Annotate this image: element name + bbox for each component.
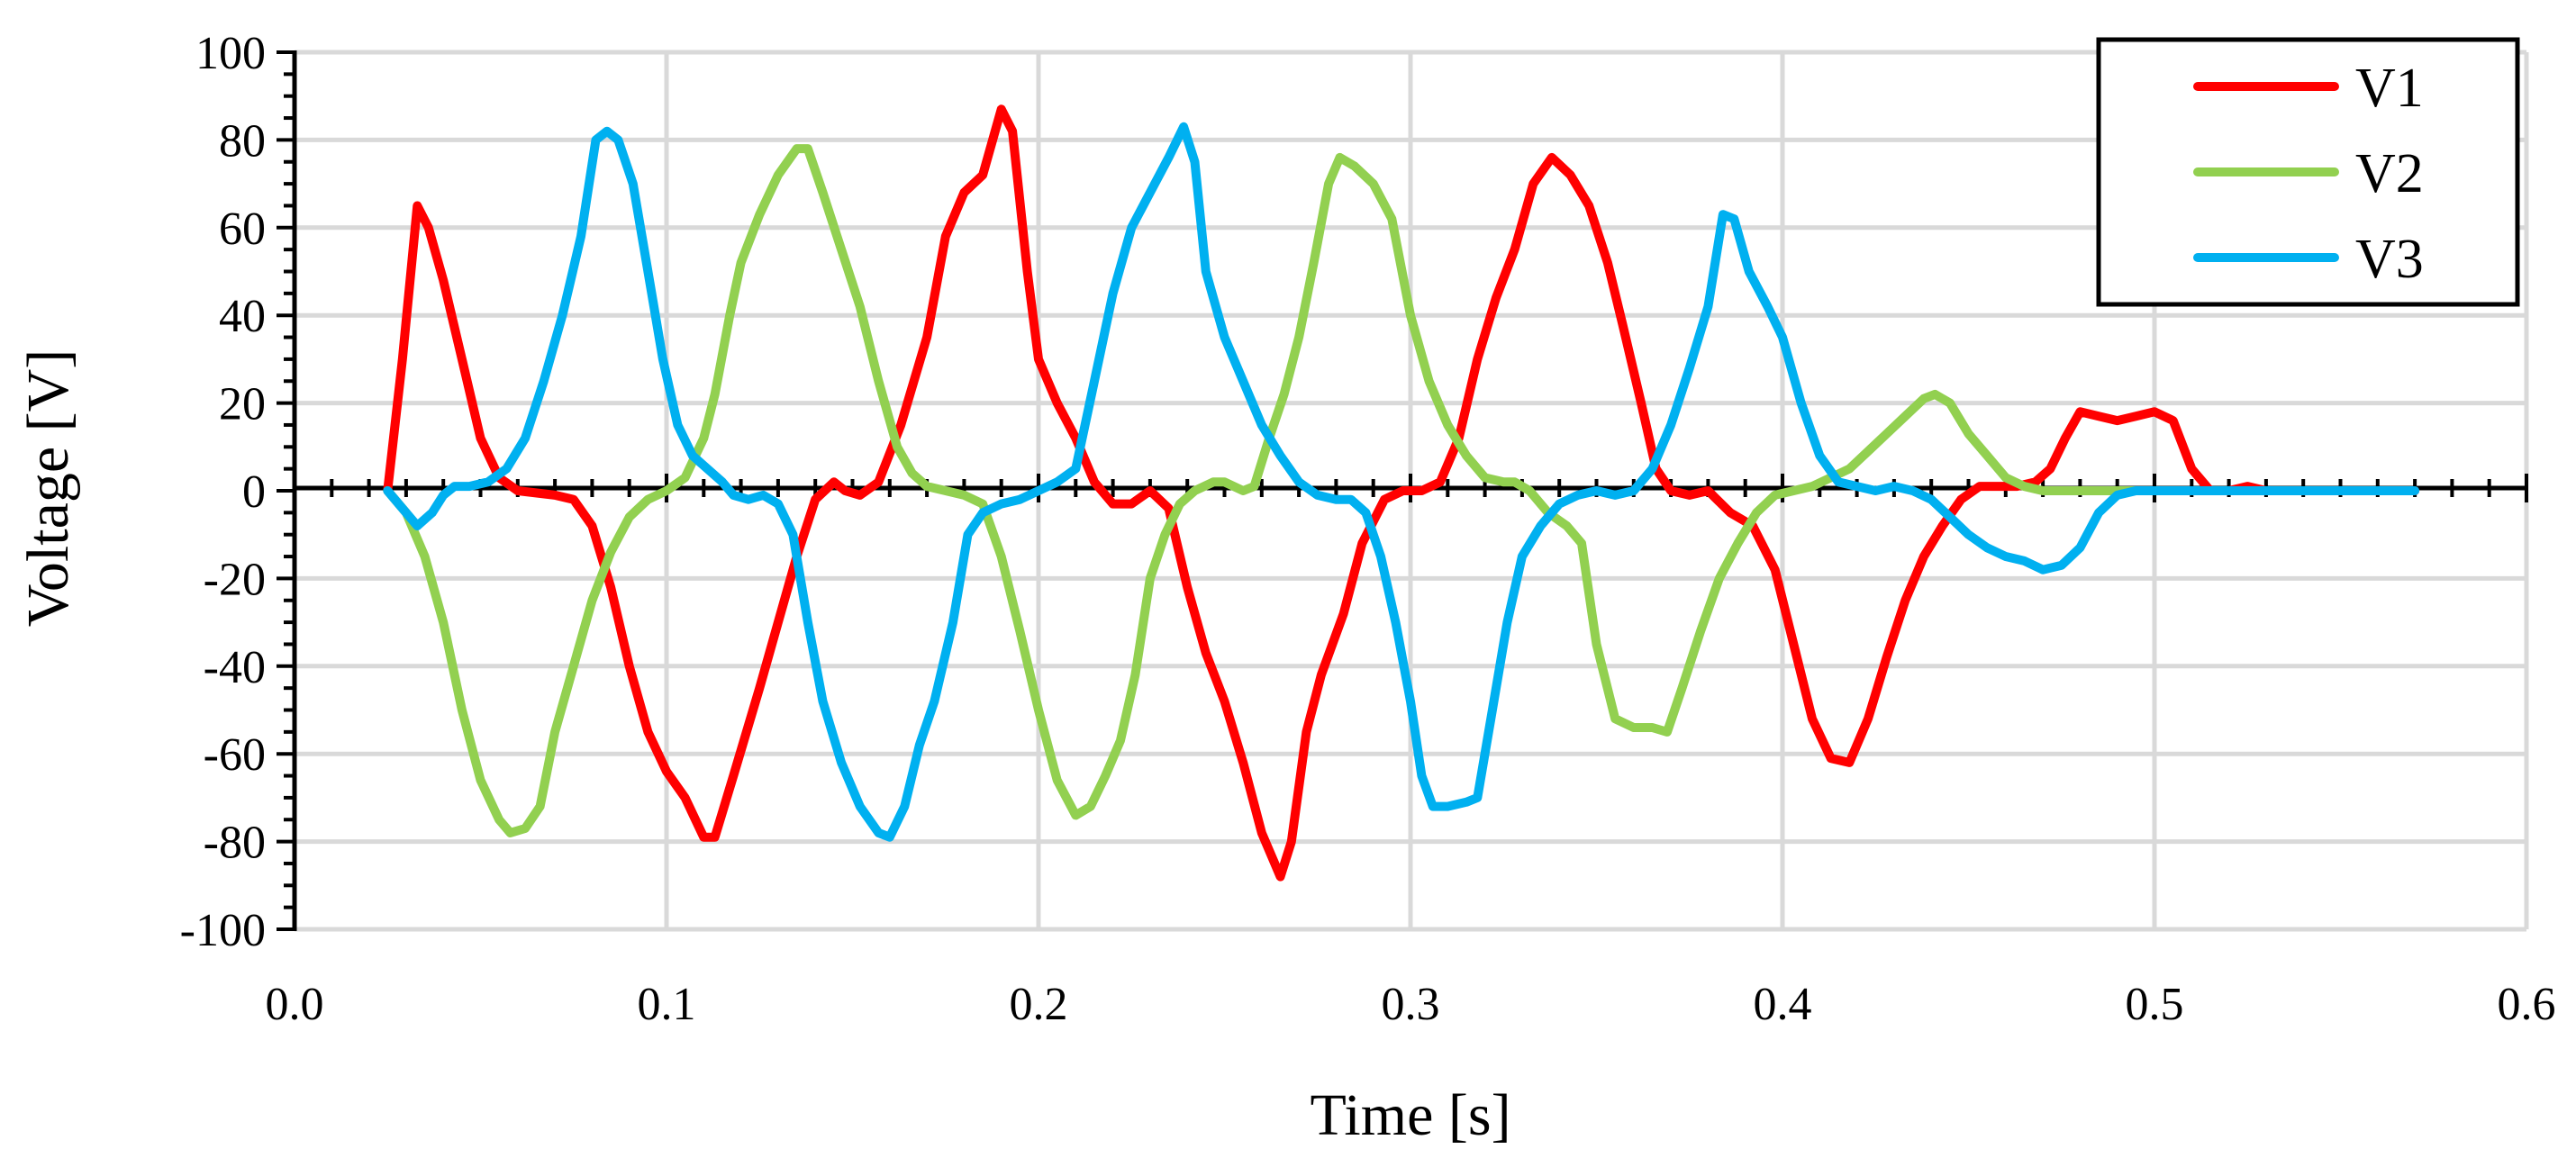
x-tick-label: 0.5 bbox=[2126, 979, 2184, 1030]
y-tick-label: -80 bbox=[204, 818, 266, 869]
x-tick-label: 0.1 bbox=[638, 979, 696, 1030]
y-tick-label: -20 bbox=[204, 554, 266, 605]
series-line-v1 bbox=[383, 104, 2420, 882]
series-lines bbox=[383, 104, 2420, 882]
y-tick-label: 40 bbox=[219, 291, 266, 342]
grid bbox=[295, 50, 2529, 932]
y-tick-label: -40 bbox=[204, 642, 266, 693]
x-tick-label: 0.6 bbox=[2498, 979, 2556, 1030]
y-axis-title: Voltage [V] bbox=[15, 349, 81, 628]
series-line-v3 bbox=[383, 122, 2420, 842]
legend-label-v3: V3 bbox=[2355, 229, 2424, 290]
x-tick-label: 0.0 bbox=[266, 979, 324, 1030]
x-tick-label: 0.4 bbox=[1754, 979, 1812, 1030]
x-tick-label: 0.2 bbox=[1010, 979, 1068, 1030]
y-tick-label: 60 bbox=[219, 204, 266, 255]
y-tick-label: -60 bbox=[204, 729, 266, 781]
y-tick-label: 0 bbox=[242, 466, 266, 518]
y-tick-label: -100 bbox=[180, 905, 266, 956]
legend: V1 V2 V3 bbox=[2096, 37, 2520, 307]
y-tick-label: 20 bbox=[219, 379, 266, 430]
series-line-v2 bbox=[383, 144, 2159, 837]
x-axis-title: Time [s] bbox=[1310, 1082, 1510, 1148]
legend-label-v2: V2 bbox=[2355, 143, 2424, 204]
y-tick-label: 100 bbox=[195, 28, 266, 79]
y-tick-label: 80 bbox=[219, 115, 266, 167]
x-tick-label: 0.3 bbox=[1382, 979, 1440, 1030]
legend-label-v1: V1 bbox=[2355, 58, 2424, 119]
